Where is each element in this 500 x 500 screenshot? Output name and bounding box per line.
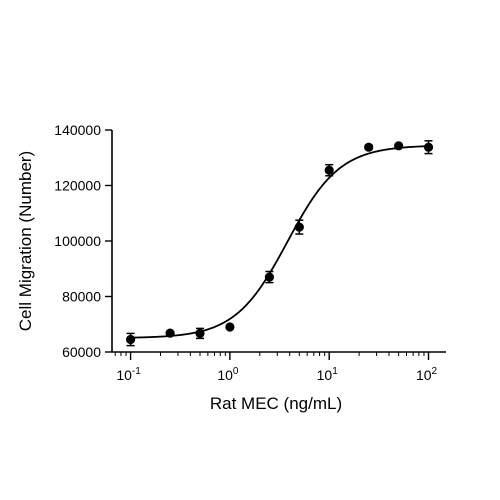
x-tick-label: 101 [317, 366, 339, 383]
x-tick-label: 100 [217, 366, 239, 383]
fit-curve [130, 145, 429, 339]
y-tick-label: 80000 [62, 289, 101, 305]
axes [111, 130, 446, 353]
point-marker [423, 142, 434, 152]
data-point [125, 332, 136, 347]
point-marker [294, 222, 304, 232]
data-point [264, 270, 275, 284]
data-point [195, 327, 205, 340]
data-point [364, 142, 374, 152]
data-point [423, 140, 434, 155]
data-point [225, 322, 235, 332]
data-point [394, 141, 404, 151]
point-marker [195, 328, 205, 339]
data-point [165, 328, 175, 338]
x-tick-label: 102 [416, 366, 438, 383]
data-points [125, 140, 434, 347]
point-marker [324, 165, 334, 175]
point-marker [264, 272, 275, 282]
y-axis-title: Cell Migration (Number) [16, 151, 35, 331]
x-tick-label: 10-1 [116, 366, 141, 383]
x-axis-ticks: 10-1 100 101 102 [114, 352, 438, 383]
point-marker [225, 322, 235, 332]
data-point [324, 163, 334, 177]
data-point [294, 219, 304, 235]
x-axis-title: Rat MEC (ng/mL) [210, 394, 342, 413]
y-axis-ticks: 60000 80000 100000 120000 140000 [54, 122, 112, 360]
fit-curve-group [130, 145, 429, 339]
y-tick-label: 60000 [62, 344, 101, 360]
y-tick-label: 100000 [54, 233, 101, 249]
point-marker [165, 328, 175, 338]
point-marker [394, 141, 404, 151]
point-marker [125, 334, 136, 345]
y-tick-label: 120000 [54, 178, 101, 194]
y-tick-label: 140000 [54, 122, 101, 138]
point-marker [364, 142, 374, 152]
